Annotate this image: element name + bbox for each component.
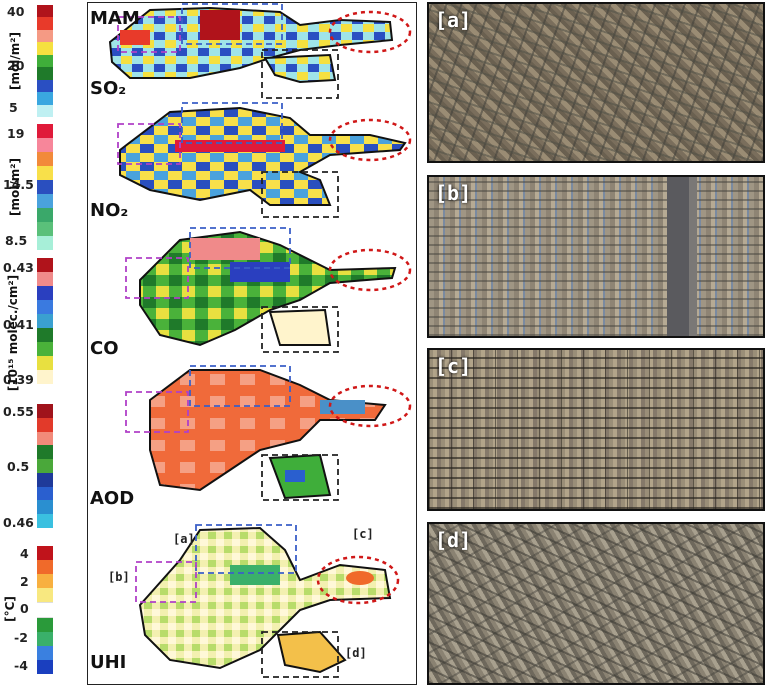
uhi-tick-4: 4 xyxy=(20,546,29,561)
uhi-tick-0: 0 xyxy=(20,601,29,616)
satellite-photo-b: [b] xyxy=(427,175,765,338)
no2-label: NO₂ xyxy=(90,200,129,221)
aod-label: AOD xyxy=(90,488,135,509)
photo-label-c: [c] xyxy=(435,354,472,378)
maps-frame xyxy=(87,2,417,685)
map-label-c: [c] xyxy=(352,527,374,541)
so2-tick-mid: 20 xyxy=(7,58,25,73)
uhi-tick-2: 2 xyxy=(20,574,29,589)
so2-map xyxy=(108,6,394,84)
uhi-label: UHI xyxy=(90,652,127,673)
photo-label-a: [a] xyxy=(435,8,472,32)
colorbar-aod xyxy=(37,404,53,529)
satellite-photo-a: [a] xyxy=(427,2,765,163)
so2-label: SO₂ xyxy=(90,78,127,99)
co-label: CO xyxy=(90,338,119,359)
colorbar-uhi xyxy=(37,546,53,674)
map-label-b: [b] xyxy=(108,570,130,584)
aod-tick-min: 0.46 xyxy=(3,515,34,530)
season-label: MAM xyxy=(90,8,140,29)
satellite-photo-d: [d] xyxy=(427,522,765,685)
satellite-photo-c: [c] xyxy=(427,348,765,511)
map-label-a: [a] xyxy=(173,532,195,546)
co-map xyxy=(139,230,397,347)
uhi-tick-neg2: -2 xyxy=(14,630,28,645)
photo-label-d: [d] xyxy=(435,528,472,552)
co-tick-min: 0.39 xyxy=(3,372,34,387)
co-tick-mid: 0.41 xyxy=(3,317,34,332)
no2-tick-mid: 14.5 xyxy=(3,177,34,192)
uhi-map xyxy=(138,526,392,674)
colorbar-no2 xyxy=(37,124,53,250)
colorbar-co xyxy=(37,258,53,384)
so2-tick-min: 5 xyxy=(9,100,18,115)
no2-tick-min: 8.5 xyxy=(5,233,28,248)
aod-map xyxy=(149,369,387,500)
map-label-d: [d] xyxy=(345,646,367,660)
region-boxes xyxy=(117,3,412,678)
co-tick-max: 0.43 xyxy=(3,260,34,275)
aod-tick-mid: 0.5 xyxy=(7,459,30,474)
no2-tick-max: 19 xyxy=(7,126,25,141)
colorbar-so2 xyxy=(37,5,53,117)
so2-tick-max: 40 xyxy=(7,4,25,19)
uhi-tick-neg4: -4 xyxy=(14,658,28,673)
photo-label-b: [b] xyxy=(435,181,472,205)
aod-tick-max: 0.55 xyxy=(3,404,34,419)
